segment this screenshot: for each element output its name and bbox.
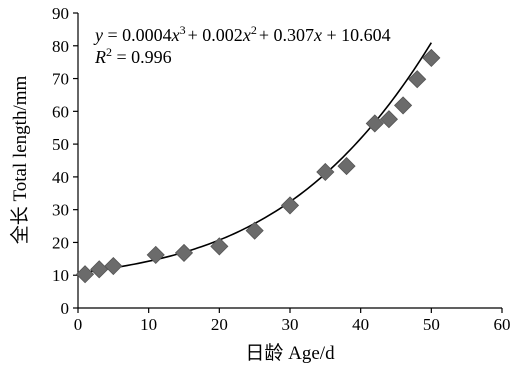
x-axis-title: 日龄 Age/d — [245, 342, 335, 364]
x-tick-label: 30 — [282, 315, 299, 334]
data-point — [146, 245, 165, 264]
data-point — [316, 162, 335, 182]
data-points — [76, 48, 441, 284]
y-axis-ticks: 0 10 20 30 40 50 60 70 80 90 — [52, 4, 78, 318]
trendline-equation: y = 0.0004x3 + 0.002x2 + 0.307x + 10.604 — [93, 23, 391, 45]
x-tick-label: 20 — [211, 315, 228, 334]
y-axis-title: 全长 Total length/mm — [9, 75, 31, 244]
data-point — [280, 196, 300, 215]
y-tick-label: 60 — [52, 102, 69, 121]
data-point — [174, 243, 194, 262]
y-tick-label: 70 — [52, 70, 69, 89]
data-point — [394, 96, 413, 115]
data-point — [422, 48, 441, 67]
data-point — [90, 260, 109, 279]
data-point — [104, 256, 123, 276]
x-tick-label: 50 — [423, 315, 440, 334]
y-tick-label: 50 — [52, 135, 69, 154]
x-tick-label: 40 — [352, 315, 369, 334]
r-squared-label: R2 = 0.996 — [94, 45, 172, 67]
data-point — [76, 265, 95, 284]
data-point — [379, 110, 398, 129]
y-tick-label: 0 — [61, 299, 70, 318]
y-tick-label: 90 — [52, 4, 69, 23]
data-point — [210, 237, 229, 256]
y-tick-label: 20 — [52, 233, 69, 252]
x-tick-label: 10 — [140, 315, 157, 334]
y-tick-label: 30 — [52, 201, 69, 220]
data-point — [337, 157, 356, 176]
x-tick-label: 60 — [494, 315, 511, 334]
data-point — [408, 70, 427, 89]
data-point — [365, 114, 384, 133]
y-tick-label: 40 — [52, 168, 69, 187]
x-axis-ticks: 0 10 20 30 40 50 60 — [74, 308, 511, 334]
y-tick-label: 80 — [52, 37, 69, 56]
x-tick-label: 0 — [74, 315, 83, 334]
y-tick-label: 10 — [52, 266, 69, 285]
data-point — [245, 221, 264, 240]
